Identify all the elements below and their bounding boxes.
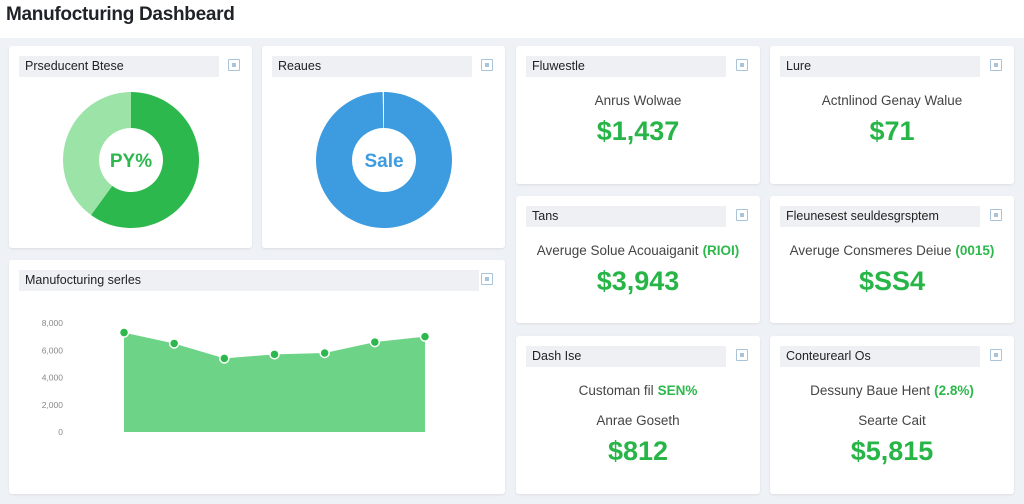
- card-icon: [736, 59, 748, 71]
- area-chart: 0 2,000 4,000 6,000 8,000: [42, 318, 431, 437]
- card-header: Conteurearl Os: [780, 346, 980, 367]
- donut-segment: [316, 92, 453, 228]
- kpi-label-text: Anrae Goseth: [596, 413, 680, 428]
- card-header: Fluwestle: [526, 56, 726, 77]
- data-point: [168, 338, 180, 349]
- card: Reaues Sale: [262, 46, 505, 248]
- data-point: [319, 347, 330, 359]
- card-header: Dash Ise: [526, 346, 726, 367]
- top-bar: Manufocturing Dashbeard: [0, 0, 1024, 38]
- data-point: [269, 349, 280, 360]
- kpi-label: Customan fil SEN%: [516, 383, 760, 398]
- kpi-value: $1,437: [596, 116, 680, 146]
- card-icon: [736, 209, 748, 221]
- data-point: [219, 353, 230, 364]
- card-title: Manufocturing serles: [25, 273, 142, 287]
- kpi-note: SEN%: [657, 383, 698, 398]
- kpi-label: Anrae Goseth: [516, 413, 760, 428]
- kpi-label-text: Customan fil: [578, 383, 654, 398]
- card-icon: [481, 59, 493, 71]
- kpi-label: Averuge Solue Acouaiganit (RIOI): [516, 243, 760, 258]
- y-tick-label: 8,000: [42, 318, 64, 328]
- kpi-note: (RIOI): [702, 243, 740, 258]
- card-header: Fleunesest seuldesgrsptem: [780, 206, 980, 227]
- card: Dash Ise Customan fil SEN% Anrae Goseth $812: [516, 336, 760, 494]
- y-tick-label: 0: [58, 427, 63, 437]
- card-title: Conteurearl Os: [786, 349, 871, 363]
- card: Manufocturing serles 0 2,000 4,000 6,000 8,00…: [9, 260, 505, 494]
- card-icon: [228, 59, 240, 71]
- card-icon: [990, 209, 1002, 221]
- donut-segment: [63, 92, 132, 216]
- kpi-label: Anrus Wolwae: [516, 93, 760, 108]
- donut-chart: Sale: [316, 92, 453, 228]
- card-title: Dash Ise: [532, 349, 582, 363]
- card: Fluwestle Anrus Wolwae $1,437: [516, 46, 760, 184]
- kpi-value: $SS4: [858, 266, 926, 296]
- data-point: [369, 336, 381, 348]
- area: [124, 332, 425, 432]
- card-icon: [990, 349, 1002, 361]
- y-tick-label: 2,000: [42, 400, 64, 410]
- kpi-label: Searte Cait: [770, 413, 1014, 428]
- card: Fleunesest seuldesgrsptem Averuge Consmer…: [770, 196, 1014, 323]
- card: Lure Actnlinod Genay Walue $71: [770, 46, 1014, 184]
- card-title: Fluwestle: [532, 59, 585, 73]
- donut-center-label: Sale: [364, 151, 403, 172]
- card-title: Fleunesest seuldesgrsptem: [786, 209, 939, 223]
- kpi-value: $812: [607, 436, 669, 466]
- page-title: Manufocturing Dashbeard: [6, 4, 235, 25]
- card-title: Lure: [786, 59, 812, 73]
- donut-center-label: PY%: [110, 151, 152, 172]
- kpi-label-text: Searte Cait: [858, 413, 926, 428]
- kpi-value: $3,943: [596, 266, 680, 296]
- card: Prseducent Btese PY%: [9, 46, 252, 248]
- card-title: Reaues: [278, 59, 322, 73]
- card: Tans Averuge Solue Acouaiganit (RIOI) $3,94…: [516, 196, 760, 323]
- data-point: [118, 327, 130, 338]
- kpi-label: Actnlinod Genay Walue: [770, 93, 1014, 108]
- kpi-label-text: Anrus Wolwae: [594, 93, 682, 108]
- kpi-note: (2.8%): [934, 383, 974, 398]
- kpi-label: Averuge Consmeres Deiue (0015): [770, 243, 1014, 258]
- data-point: [419, 331, 431, 342]
- kpi-value: $71: [869, 116, 915, 146]
- kpi-label-text: Dessuny Baue Hent: [810, 383, 931, 398]
- card-header: Reaues: [272, 56, 472, 77]
- y-tick-label: 4,000: [42, 373, 64, 383]
- kpi-label: Dessuny Baue Hent (2.8%): [770, 383, 1014, 398]
- card-title: Tans: [532, 209, 559, 223]
- card-icon: [990, 59, 1002, 71]
- card-header: Lure: [780, 56, 980, 77]
- y-tick-label: 6,000: [42, 345, 64, 355]
- kpi-label-text: Actnlinod Genay Walue: [821, 93, 963, 108]
- kpi-note: (0015): [955, 243, 995, 258]
- kpi-label-text: Averuge Solue Acouaiganit: [536, 243, 699, 258]
- card-icon: [481, 273, 493, 285]
- card-header: Manufocturing serles: [19, 270, 479, 291]
- card-header: Tans: [526, 206, 726, 227]
- card: Conteurearl Os Dessuny Baue Hent (2.8%) Sea…: [770, 336, 1014, 494]
- card-header: Prseducent Btese: [19, 56, 219, 77]
- kpi-label-text: Averuge Consmeres Deiue: [789, 243, 952, 258]
- kpi-value: $5,815: [850, 436, 934, 466]
- card-title: Prseducent Btese: [25, 59, 124, 73]
- donut-chart: PY%: [63, 92, 199, 228]
- donut-segment: [91, 92, 199, 228]
- card-icon: [736, 349, 748, 361]
